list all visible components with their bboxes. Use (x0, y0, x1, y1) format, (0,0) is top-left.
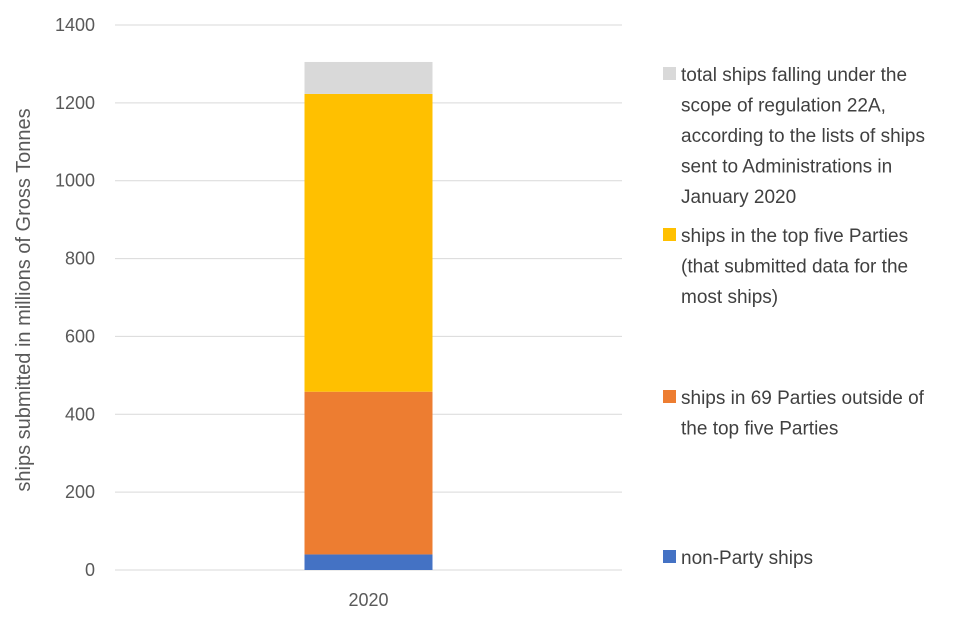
legend-label: most ships) (681, 287, 778, 308)
legend-label: (that submitted data for the (681, 257, 908, 278)
y-tick-label: 1200 (55, 93, 95, 113)
legend: total ships falling under the scope of re… (663, 65, 925, 569)
y-tick-label: 800 (65, 249, 95, 269)
legend-swatch (663, 390, 676, 403)
bar-segment-series-3 (304, 61, 433, 94)
legend-label: according to the lists of ships (681, 126, 925, 147)
legend-label: the top five Parties (681, 419, 838, 440)
legend-swatch (663, 67, 676, 80)
y-tick-label: 200 (65, 482, 95, 502)
y-tick-label: 0 (85, 560, 95, 580)
y-tick-label: 1000 (55, 171, 95, 191)
y-tick-label: 400 (65, 404, 95, 424)
legend-label: total ships falling under the (681, 65, 907, 86)
bar-segment-series-2 (304, 93, 433, 392)
x-tick-label: 2020 (348, 590, 388, 610)
legend-swatch (663, 228, 676, 241)
legend-label: non-Party ships (681, 548, 813, 569)
legend-label: ships in 69 Parties outside of (681, 388, 925, 409)
legend-label: January 2020 (681, 187, 796, 208)
y-tick-labels: 0 200 400 600 800 1000 1200 1400 (55, 15, 95, 580)
bar-segment-series-0 (304, 554, 433, 570)
legend-label: sent to Administrations in (681, 157, 892, 178)
bars (304, 61, 433, 570)
x-tick-labels: 2020 (348, 590, 388, 610)
legend-label: scope of regulation 22A, (681, 96, 886, 117)
y-axis-title: ships submitted in millions of Gross Ton… (13, 108, 35, 491)
bar-segment-series-1 (304, 391, 433, 555)
legend-swatch (663, 550, 676, 563)
y-tick-label: 600 (65, 326, 95, 346)
y-tick-label: 1400 (55, 15, 95, 35)
legend-label: ships in the top five Parties (681, 226, 908, 247)
